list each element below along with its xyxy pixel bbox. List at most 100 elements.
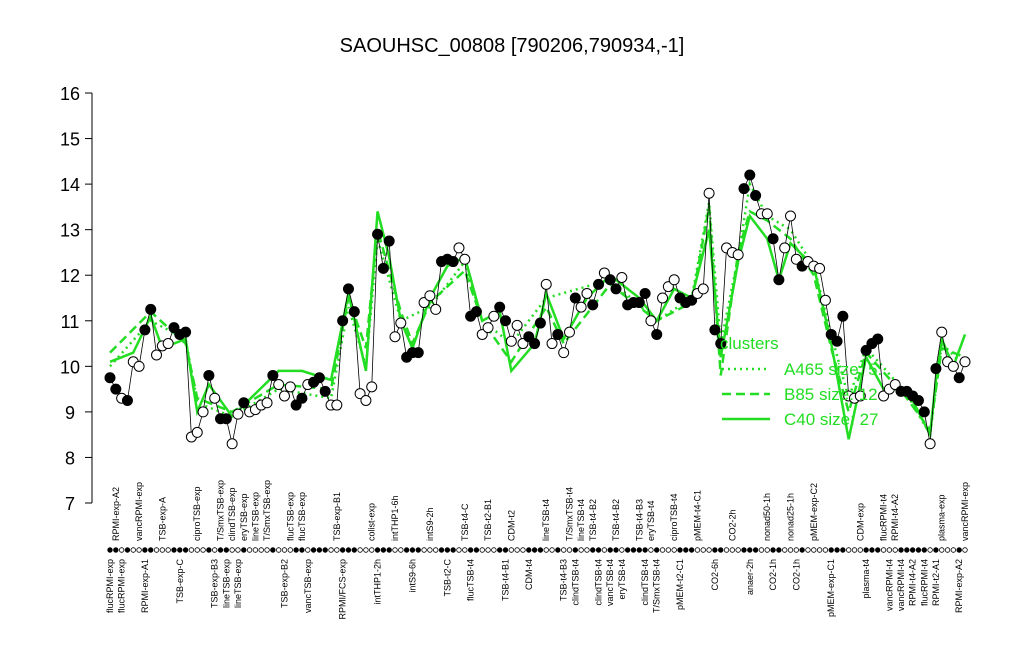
- data-point: [337, 315, 349, 327]
- group-dot: [566, 547, 573, 553]
- x-tick-label: TSB-exp-B2: [279, 559, 289, 608]
- group-dot: [392, 547, 398, 553]
- group-dot: [223, 547, 230, 553]
- x-tick-label: TSB-t4-B2: [588, 499, 598, 541]
- group-dot: [153, 547, 160, 553]
- group-dot: [892, 547, 898, 553]
- data-point: [715, 338, 727, 350]
- x-tick-label: TSB-t2-B1: [483, 499, 493, 541]
- group-dot: [159, 547, 166, 553]
- data-point: [383, 235, 395, 247]
- data-point: [331, 399, 343, 411]
- data-point: [534, 317, 546, 329]
- data-point: [494, 301, 506, 313]
- y-tick-label: 10: [60, 357, 80, 377]
- data-point: [232, 408, 244, 420]
- x-tick-label: CO2-1h: [768, 559, 778, 591]
- x-tick-label: CO2-1h: [791, 559, 801, 591]
- x-tick-label: intS9-2h: [425, 507, 435, 541]
- data-point: [593, 278, 605, 290]
- group-dot: [851, 547, 858, 553]
- data-point: [203, 369, 215, 381]
- group-dot: [124, 547, 131, 553]
- legend-label: C40 size: 27: [784, 410, 879, 429]
- group-dot: [741, 547, 747, 553]
- group-dot: [316, 547, 323, 553]
- group-dot: [927, 547, 933, 553]
- y-tick-label: 15: [60, 130, 80, 150]
- group-dot: [560, 547, 567, 553]
- group-dot: [630, 547, 637, 553]
- group-dot: [944, 547, 951, 553]
- group-dot: [357, 547, 363, 553]
- group-dot: [880, 547, 887, 553]
- data-point: [639, 287, 651, 299]
- data-point: [697, 283, 709, 295]
- data-point: [267, 369, 279, 381]
- group-dot: [235, 547, 241, 553]
- data-point: [947, 360, 959, 372]
- group-dot: [148, 547, 154, 553]
- group-dot: [729, 547, 736, 553]
- x-tick-label: flucRPMI-t4: [879, 494, 889, 541]
- group-dot: [607, 547, 613, 553]
- group-dot: [118, 547, 125, 553]
- x-tick-label: flucRPMI-t4: [919, 559, 929, 606]
- group-dot: [828, 547, 834, 553]
- legend-label: B85 size: 12: [784, 385, 878, 404]
- group-dot: [206, 547, 212, 553]
- data-point: [651, 328, 663, 340]
- data-point: [110, 383, 122, 395]
- x-tick-label: CDM-t2: [506, 510, 516, 541]
- group-dot: [723, 547, 730, 553]
- group-dot: [514, 547, 520, 553]
- x-tick-label: vancTSB-exp: [303, 559, 313, 613]
- x-tick-label: clindTSB-t4: [594, 559, 604, 606]
- group-dot: [479, 547, 485, 553]
- group-dot: [671, 547, 677, 553]
- data-point: [151, 349, 163, 361]
- group-dot: [136, 547, 142, 553]
- data-point: [785, 210, 797, 222]
- x-tick-label: intTHP1-2h: [373, 559, 383, 605]
- x-tick-label: pMEM-exp-C2: [809, 483, 819, 541]
- x-tick-label: flucRPMI-exp: [117, 559, 127, 613]
- group-dot: [258, 547, 264, 553]
- group-dot: [857, 547, 864, 553]
- data-point: [348, 306, 360, 318]
- data-point: [558, 347, 570, 359]
- group-dot: [654, 547, 660, 553]
- group-dot: [921, 547, 927, 553]
- group-dot: [421, 547, 427, 553]
- group-dot: [898, 547, 904, 553]
- data-point: [430, 303, 442, 315]
- x-tick-label: clindTSB-exp: [227, 487, 237, 541]
- group-dot: [409, 547, 416, 553]
- group-dot: [369, 547, 375, 553]
- data-point: [121, 395, 133, 406]
- x-tick-label: vancRPMI-exp: [960, 482, 970, 541]
- data-point: [500, 315, 512, 327]
- x-tick-label: eryTSB-t4: [617, 559, 627, 600]
- y-tick-label: 7: [65, 494, 75, 514]
- group-dot: [496, 547, 503, 553]
- group-dot: [398, 547, 404, 553]
- group-dot: [752, 547, 759, 553]
- data-point: [831, 335, 843, 347]
- x-tick-label: CO2-2h: [727, 509, 737, 541]
- y-tick-label: 12: [60, 266, 80, 286]
- data-point: [657, 292, 669, 304]
- x-tick-label: ciproTSB-t4: [669, 493, 679, 541]
- group-dot: [578, 547, 584, 553]
- group-dot: [520, 547, 526, 553]
- data-point: [220, 413, 232, 425]
- x-tick-label: vancRPMI-t4: [896, 559, 906, 611]
- group-dot: [758, 547, 765, 553]
- data-point: [273, 379, 285, 391]
- group-dot: [270, 547, 276, 553]
- group-dot: [293, 547, 299, 553]
- group-dot: [229, 547, 235, 553]
- data-point: [278, 390, 290, 402]
- x-tick-label: TSB-exp-C: [175, 559, 185, 604]
- data-point: [470, 306, 482, 318]
